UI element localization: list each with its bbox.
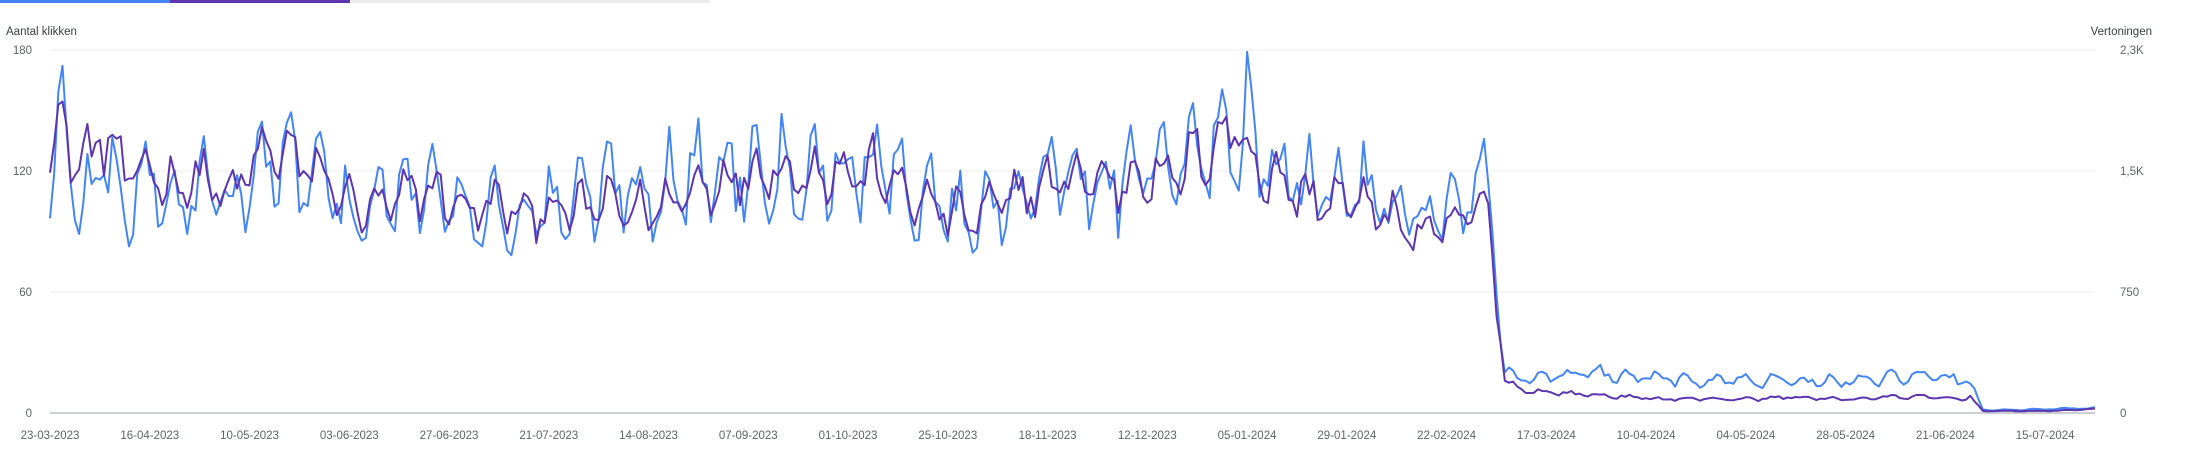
x-tick-label: 04-05-2024 (1716, 430, 1775, 442)
x-tick-label: 22-02-2024 (1417, 430, 1476, 442)
x-tick-label: 03-06-2023 (320, 430, 379, 442)
x-tick-label: 10-04-2024 (1617, 430, 1676, 442)
metric-tab-indicator (0, 0, 710, 3)
x-tick-label: 25-10-2023 (918, 430, 977, 442)
x-tick-label: 18-11-2023 (1019, 430, 1077, 442)
left-y-tick-label: 180 (13, 45, 32, 57)
clicks-tab-indicator (0, 0, 170, 3)
impressions-series-line (49, 50, 2096, 412)
x-tick-label: 05-01-2024 (1218, 430, 1277, 442)
x-tick-label: 23-03-2023 (21, 430, 80, 442)
series-lines (49, 50, 2096, 413)
right-y-tick-label: 2,3K (2120, 45, 2144, 57)
x-tick-label: 14-08-2023 (619, 430, 678, 442)
right-y-tick-label: 0 (2120, 408, 2126, 420)
left-y-tick-label: 0 (26, 408, 32, 420)
x-tick-label: 16-04-2023 (120, 430, 179, 442)
x-tick-label: 29-01-2024 (1317, 430, 1376, 442)
left-y-tick-label: 60 (19, 287, 32, 299)
right-y-tick-label: 1,5K (2120, 166, 2144, 178)
left-axis-title: Aantal klikken (6, 26, 77, 38)
clicks-series-line (49, 100, 2096, 413)
x-axis-ticks: 23-03-2023 16-04-2023 10-05-2023 03-06-2023… (21, 430, 2076, 442)
x-tick-label: 21-06-2024 (1916, 430, 1975, 442)
x-tick-label: 21-07-2023 (519, 430, 578, 442)
right-axis-ticks: 0 750 1,5K 2,3K (2120, 45, 2144, 420)
x-tick-label: 17-03-2024 (1517, 430, 1576, 442)
right-axis-title: Vertoningen (2090, 26, 2152, 38)
x-tick-label: 01-10-2023 (819, 430, 878, 442)
left-axis-ticks: 0 60 120 180 (13, 45, 32, 420)
x-tick-label: 15-07-2024 (2016, 430, 2075, 442)
left-y-tick-label: 120 (13, 166, 32, 178)
x-tick-label: 07-09-2023 (719, 430, 778, 442)
x-tick-label: 28-05-2024 (1816, 430, 1875, 442)
impressions-tab-indicator (170, 0, 350, 3)
x-tick-label: 27-06-2023 (420, 430, 479, 442)
right-y-tick-label: 750 (2120, 287, 2139, 299)
x-tick-label: 10-05-2023 (220, 430, 279, 442)
x-tick-label: 12-12-2023 (1118, 430, 1177, 442)
